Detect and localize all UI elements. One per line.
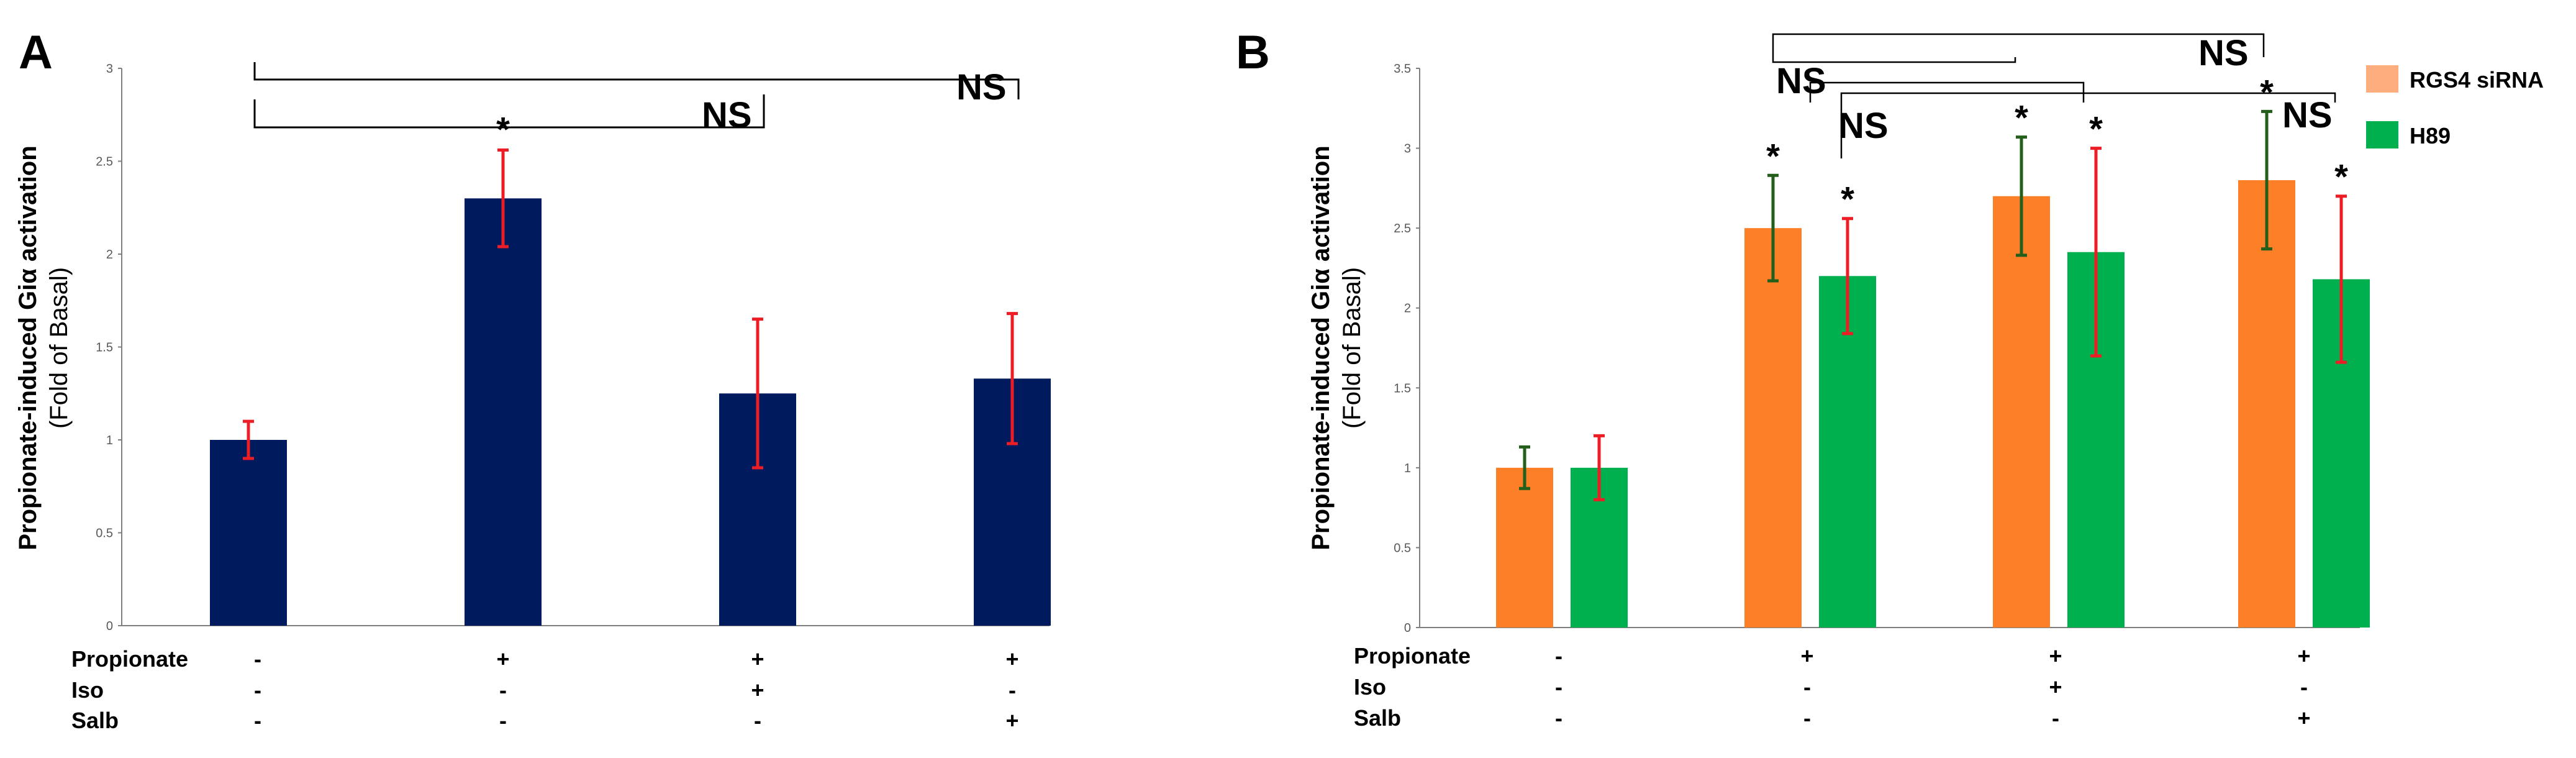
- condition-symbol: -: [499, 677, 507, 703]
- panel-a-chart: A 0 0.5 1 1.5 2 2.5 3 Propionate-induced Giα act…: [14, 26, 1051, 733]
- ns-label: NS: [702, 95, 752, 135]
- condition-symbol: +: [2049, 674, 2062, 700]
- significance-star: *: [2089, 109, 2103, 148]
- y-tick-label: 0: [106, 619, 113, 633]
- condition-symbol: -: [1803, 674, 1811, 700]
- condition-symbol: -: [754, 708, 761, 733]
- significance-star: *: [2334, 157, 2348, 196]
- ns-bracket: [1840, 92, 2336, 158]
- ns-bracket: [1772, 57, 2016, 63]
- condition-symbol: -: [1803, 705, 1811, 731]
- y-tick-label: 2: [106, 248, 113, 262]
- condition-label: Propionate: [71, 646, 188, 672]
- condition-symbol: -: [1555, 674, 1562, 700]
- condition-symbol: -: [1009, 677, 1016, 703]
- condition-symbol: +: [496, 646, 509, 672]
- condition-symbol: -: [254, 646, 261, 672]
- condition-symbol: +: [2297, 643, 2310, 669]
- condition-symbol: -: [1555, 643, 1562, 669]
- y-tick-label: 1.5: [1394, 381, 1411, 395]
- legend-label: RGS4 siRNA: [2410, 67, 2544, 93]
- y-tick-label: 0: [1404, 621, 1411, 635]
- condition-symbol: -: [2052, 705, 2059, 731]
- condition-symbol: -: [254, 708, 261, 733]
- y-tick-label: 2: [1404, 302, 1411, 316]
- y-tick-label: 3: [1404, 142, 1411, 156]
- legend-label: H89: [2410, 123, 2451, 148]
- ns-label: NS: [1838, 106, 1889, 146]
- y-tick-label: 1: [1404, 462, 1411, 475]
- condition-symbol: +: [1005, 646, 1018, 672]
- bar-rgs4-sirna: [1993, 196, 2050, 628]
- y-axis-label: Propionate-induced Giα activation: [14, 145, 42, 550]
- bar-rgs4-sirna: [1744, 228, 1802, 628]
- ns-bracket: [253, 62, 1020, 99]
- ns-label: NS: [2282, 95, 2333, 135]
- significance-star: *: [496, 110, 510, 149]
- y-tick-label: 1: [106, 434, 113, 447]
- ns-label: NS: [956, 67, 1007, 107]
- condition-label: Salb: [1354, 705, 1401, 731]
- ns-label: NS: [1776, 61, 1826, 101]
- condition-symbol: -: [2300, 674, 2308, 700]
- condition-label: Iso: [1354, 674, 1386, 700]
- condition-symbol: +: [751, 646, 764, 672]
- bar: [465, 198, 542, 626]
- condition-label: Propionate: [1354, 643, 1471, 669]
- condition-symbol: -: [1555, 705, 1562, 731]
- ns-label: NS: [2198, 33, 2249, 73]
- ns-bracket: [1772, 33, 2265, 57]
- condition-symbol: -: [499, 708, 507, 733]
- bar-rgs4-sirna: [2238, 180, 2295, 628]
- y-tick-label: 0.5: [1394, 541, 1411, 555]
- legend-swatch: [2366, 65, 2398, 93]
- significance-star: *: [2015, 98, 2028, 137]
- condition-label: Salb: [71, 708, 119, 733]
- significance-star: *: [2260, 72, 2274, 111]
- panel-label-b: B: [1236, 26, 1270, 79]
- y-tick-label: 0.5: [96, 527, 113, 541]
- panel-b-chart: B 0 0.5 1 1.5 2 2.5 3 3.5 Propionate-induced Giα …: [1236, 26, 2544, 731]
- panel-label-a: A: [19, 26, 53, 79]
- significance-star: *: [1841, 180, 1854, 219]
- ns-bracket: [253, 94, 765, 129]
- y-axis-sublabel: (Fold of Basal): [45, 267, 73, 429]
- legend-swatch: [2366, 121, 2398, 148]
- y-tick-label: 3.5: [1394, 62, 1411, 76]
- y-axis-sublabel: (Fold of Basal): [1338, 267, 1366, 429]
- condition-label: Iso: [71, 677, 104, 703]
- condition-symbol: +: [2297, 705, 2310, 731]
- bar: [210, 440, 287, 626]
- condition-symbol: +: [1800, 643, 1813, 669]
- condition-symbol: +: [2049, 643, 2062, 669]
- condition-symbol: -: [254, 677, 261, 703]
- y-tick-label: 2.5: [1394, 222, 1411, 235]
- y-tick-label: 3: [106, 62, 113, 76]
- condition-symbol: +: [1005, 708, 1018, 733]
- significance-star: *: [1766, 136, 1780, 175]
- y-axis-label: Propionate-induced Giα activation: [1307, 145, 1335, 550]
- bar-rgs4-sirna: [1496, 467, 1553, 628]
- condition-symbol: +: [751, 677, 764, 703]
- y-tick-label: 1.5: [96, 341, 113, 355]
- y-tick-label: 2.5: [96, 155, 113, 169]
